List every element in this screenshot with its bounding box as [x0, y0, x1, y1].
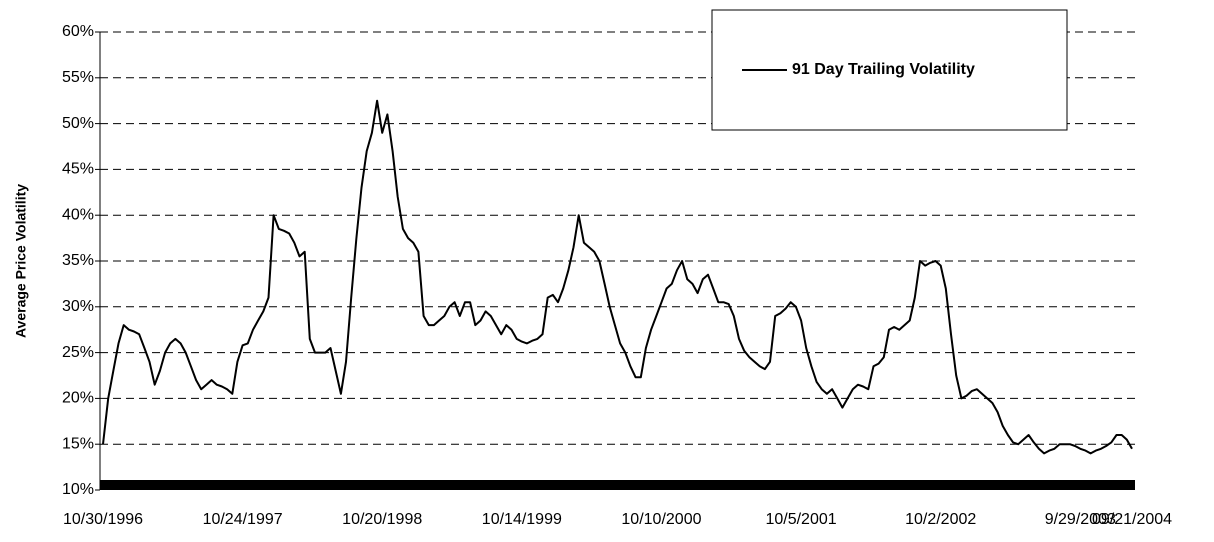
y-tick-label: 10% [62, 481, 94, 498]
y-tick-label: 30% [62, 298, 94, 315]
y-tick-label: 20% [62, 390, 94, 407]
x-tick-label: 09/21/2004 [1092, 511, 1172, 528]
x-tick-label: 10/24/1997 [203, 511, 283, 528]
y-tick-label: 35% [62, 252, 94, 269]
legend-label: 91 Day Trailing Volatility [792, 61, 975, 78]
y-tick-label: 25% [62, 344, 94, 361]
x-tick-label: 10/20/1998 [342, 511, 422, 528]
y-tick-label: 15% [62, 435, 94, 452]
y-tick-label: 60% [62, 23, 94, 40]
line [102, 99, 1133, 455]
y-tick-label: 45% [62, 161, 94, 178]
x-axis [100, 480, 1135, 490]
y-axis-label: Average Price Volatility [13, 184, 29, 338]
x-tick-label: 10/14/1999 [482, 511, 562, 528]
y-tick-label: 50% [62, 115, 94, 132]
x-tick-label: 10/5/2001 [765, 511, 836, 528]
y-tick-label: 40% [62, 206, 94, 223]
x-tick-label: 10/30/1996 [63, 511, 143, 528]
y-tick-label: 55% [62, 69, 94, 86]
x-tick-label: 10/10/2000 [621, 511, 701, 528]
x-tick-label: 10/2/2002 [905, 511, 976, 528]
x-tick-label: 9/29/2003 [1045, 511, 1116, 528]
